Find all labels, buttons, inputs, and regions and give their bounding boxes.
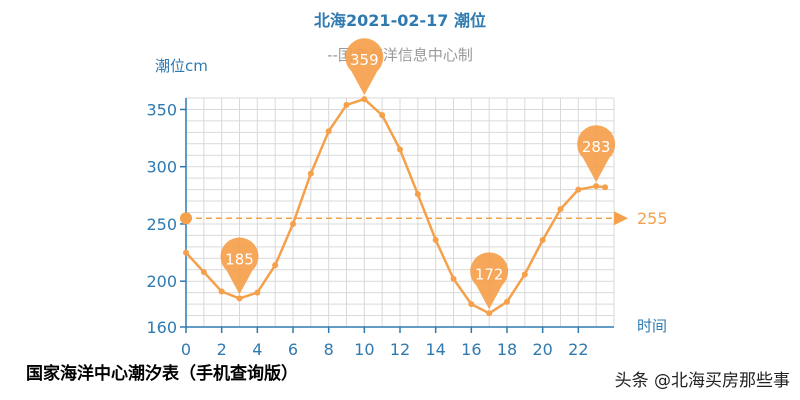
data-point — [254, 289, 261, 296]
x-tick-label: 20 — [532, 340, 552, 359]
x-tick-label: 2 — [217, 340, 227, 359]
annotation-label: 185 — [225, 250, 254, 268]
x-tick-label: 8 — [324, 340, 334, 359]
annotation-pin: 185 — [220, 237, 259, 295]
annotation-pin-shape — [345, 38, 384, 96]
x-tick-label: 0 — [181, 340, 191, 359]
y-tick-label: 160 — [146, 318, 177, 337]
annotation-pin-shape — [220, 237, 259, 295]
data-point — [450, 275, 457, 282]
reference-line: 255 — [180, 209, 668, 228]
data-point — [557, 206, 564, 213]
data-point — [290, 220, 296, 227]
annotation-pin: 359 — [345, 38, 384, 96]
x-tick-label: 16 — [461, 340, 481, 359]
series-tide — [183, 96, 609, 317]
data-point — [504, 298, 510, 305]
data-point — [468, 301, 475, 308]
data-point — [414, 191, 421, 198]
reference-line-arrow — [614, 211, 628, 226]
grid-lines — [186, 97, 615, 327]
data-point — [379, 112, 386, 119]
annotation-label: 283 — [582, 138, 611, 156]
data-point — [200, 269, 207, 276]
data-point — [183, 249, 189, 256]
data-point — [325, 128, 332, 135]
x-tick-label: 14 — [425, 340, 445, 359]
x-tick-label: 4 — [252, 340, 262, 359]
y-tick-label: 300 — [146, 158, 177, 177]
data-point — [343, 101, 350, 108]
reference-line-label: 255 — [637, 209, 668, 228]
data-point — [539, 236, 546, 243]
x-tick-label: 22 — [568, 340, 588, 359]
annotation-pin: 283 — [577, 125, 616, 183]
annotation-pin-shape — [577, 125, 616, 183]
x-tick-label: 18 — [497, 340, 517, 359]
data-point — [361, 96, 368, 103]
data-point — [602, 184, 609, 191]
data-point — [218, 288, 225, 295]
y-tick-label: 250 — [146, 215, 177, 234]
x-tick-label: 6 — [288, 340, 298, 359]
data-point — [593, 183, 600, 190]
annotation-label: 359 — [350, 51, 379, 69]
y-tick-label: 200 — [146, 272, 177, 291]
data-point — [397, 146, 403, 153]
watermark-text: 头条 @北海买房那些事 — [614, 371, 790, 391]
data-point — [432, 236, 439, 243]
annotation-pin-shape — [470, 252, 509, 310]
annotation-label: 172 — [475, 265, 504, 283]
x-tick-label: 12 — [390, 340, 410, 359]
x-axis-label: 时间 — [637, 317, 667, 335]
chart-title: 北海2021-02-17 潮位 — [314, 11, 486, 30]
data-point — [486, 310, 493, 317]
tick-labels: 0 2 4 6 8 10 12 14 16 18 20 22 160 200 250 300 350 — [146, 100, 588, 359]
data-point — [575, 186, 582, 193]
data-point — [236, 295, 243, 302]
annotation-pin: 172 — [470, 252, 509, 310]
data-point — [307, 170, 314, 177]
y-tick-label: 350 — [146, 100, 177, 119]
y-axis-label: 潮位cm — [155, 57, 208, 75]
data-point — [521, 271, 528, 278]
data-point — [272, 262, 279, 269]
x-tick-label: 10 — [354, 340, 374, 359]
peak-markers: 185 359 172 283 — [220, 38, 616, 310]
caption-text: 国家海洋中心潮汐表（手机查询版） — [26, 364, 298, 384]
